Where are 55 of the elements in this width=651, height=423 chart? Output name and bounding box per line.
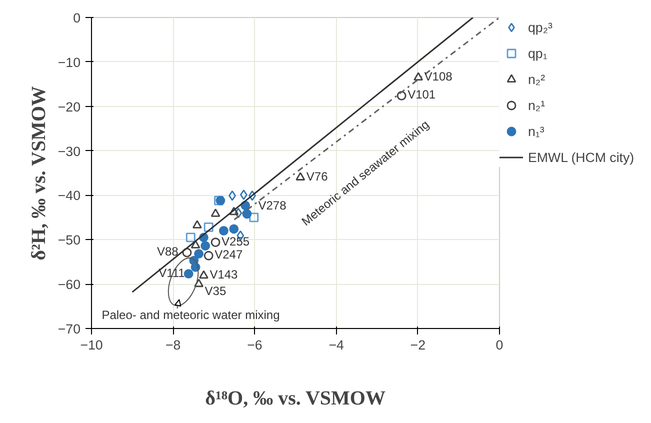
point — [199, 270, 208, 279]
annotation: Paleo- and meteoric water mixing — [102, 308, 280, 322]
point — [296, 172, 306, 180]
point — [229, 206, 239, 216]
legend-label: n₁³ — [528, 124, 546, 138]
annotation: V255 — [222, 234, 250, 248]
point — [204, 250, 214, 260]
point — [184, 269, 194, 279]
x-tick-label: −2 — [410, 338, 426, 352]
annotation: V143 — [210, 268, 238, 282]
point — [234, 208, 242, 218]
x-tick-label: −4 — [328, 338, 344, 352]
legend-label: EMWL (HCM city) — [528, 150, 634, 164]
annotation: V35 — [204, 284, 226, 298]
legend-label: n₂² — [528, 72, 546, 86]
y-tick-label: −20 — [58, 99, 80, 114]
point — [249, 212, 259, 222]
point — [396, 91, 406, 100]
point — [190, 240, 200, 248]
annotation: V108 — [424, 69, 453, 84]
point — [210, 208, 220, 217]
point — [186, 232, 196, 242]
legend-label: qp₁ — [528, 46, 548, 60]
y-tick-label: −70 — [58, 322, 80, 336]
annotation: V76 — [306, 169, 328, 184]
x-tick-label: −8 — [166, 338, 181, 352]
legend-label: n₂¹ — [528, 98, 546, 112]
point — [229, 224, 239, 234]
x-axis-title: δ¹⁸O, ‰ vs. VSMOW — [205, 388, 386, 410]
y-tick-label: −30 — [58, 144, 80, 159]
point — [218, 226, 228, 236]
y-tick-label: −40 — [58, 188, 80, 204]
point — [194, 249, 204, 259]
y-tick-label: −10 — [58, 54, 80, 70]
point — [204, 222, 214, 232]
point — [182, 248, 192, 258]
annotation: V247 — [214, 248, 243, 262]
point — [414, 72, 424, 80]
x-tick-label: −10 — [80, 338, 103, 352]
annotation: V101 — [408, 88, 436, 102]
y-axis-title: δ²H, ‰ vs. VSMOW — [28, 86, 50, 260]
point — [194, 278, 204, 288]
annotation: V88 — [156, 244, 179, 259]
annotation: V278 — [258, 198, 287, 212]
point — [200, 241, 210, 251]
y-tick-label: −50 — [58, 232, 80, 248]
x-tick-label: 0 — [496, 338, 504, 352]
point — [242, 209, 252, 219]
point — [240, 190, 248, 200]
point — [210, 238, 220, 247]
legend-label: qp₂³ — [528, 20, 552, 34]
x-tick-label: −6 — [247, 338, 262, 352]
y-tick-label: 0 — [73, 10, 81, 26]
y-tick-label: −60 — [58, 277, 80, 292]
point — [192, 220, 202, 228]
